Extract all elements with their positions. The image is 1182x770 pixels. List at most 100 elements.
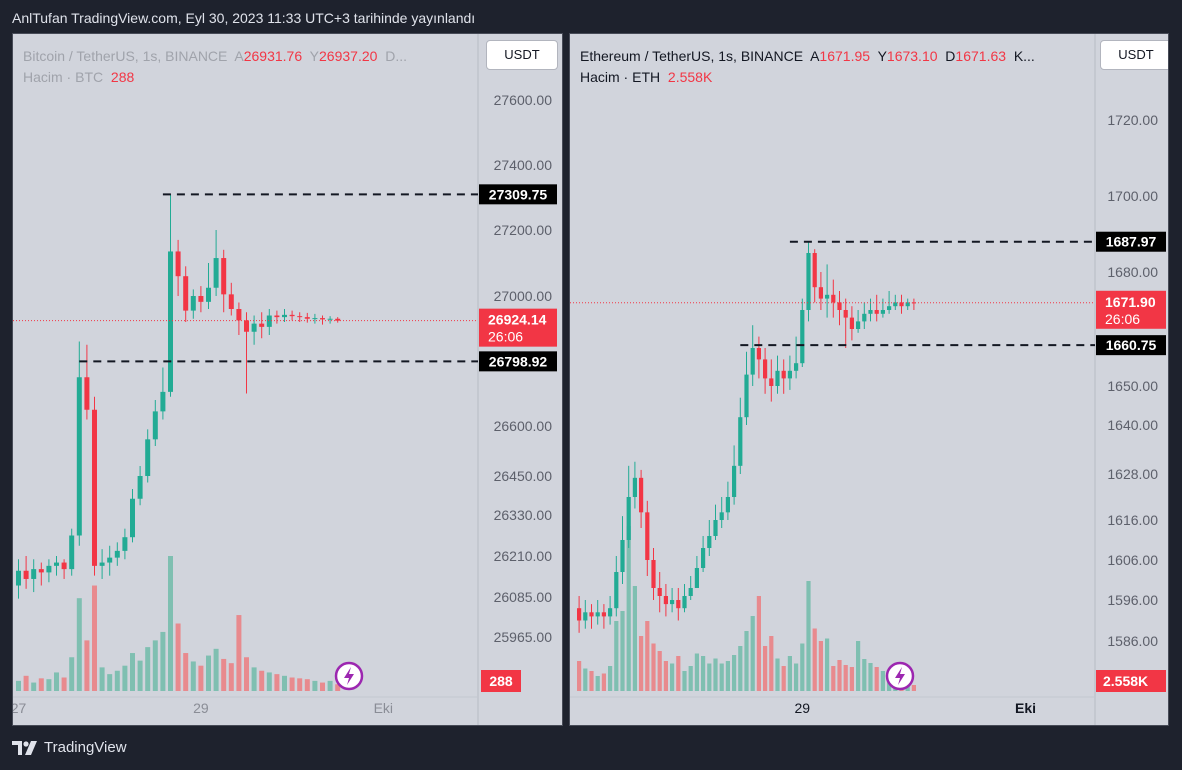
candle-body xyxy=(701,548,706,568)
volume-bar xyxy=(713,658,718,691)
bitcoin-legend: Bitcoin / TetherUS, 1s, BINANCE A26931.7… xyxy=(23,46,407,88)
candle-body xyxy=(719,512,724,520)
volume-bar xyxy=(312,680,318,691)
price-tick-label: 27600.00 xyxy=(494,92,553,108)
price-tick-label: 1650.00 xyxy=(1107,378,1158,394)
volume-bar xyxy=(327,680,333,691)
candle-body xyxy=(69,535,75,570)
volume-bar xyxy=(76,598,82,691)
candle-body xyxy=(160,391,166,412)
volume-bar xyxy=(837,660,842,691)
ethereum-chart-panel[interactable]: 1720.00 1700.00 1680.00 1650.00 1640.00 1628.… xyxy=(569,33,1169,726)
ethereum-chart-svg[interactable]: 1720.00 1700.00 1680.00 1650.00 1640.00 1628.… xyxy=(570,34,1169,726)
volume-bar xyxy=(92,585,97,691)
candle-body xyxy=(213,258,219,288)
volume-bar xyxy=(282,675,287,691)
brand-name: TradingView xyxy=(44,739,127,756)
volume-badge-label: 2.558K xyxy=(1103,673,1148,689)
tradingview-logo-icon xyxy=(12,740,37,755)
volume-bar xyxy=(843,665,848,691)
candle-body xyxy=(38,569,44,573)
volume-bar xyxy=(23,675,29,691)
volume-bar xyxy=(694,653,699,691)
candle-body xyxy=(670,600,675,605)
candle-body xyxy=(856,321,861,329)
volume-bar xyxy=(862,659,867,691)
volume-bar xyxy=(676,656,681,691)
level-label: 26798.92 xyxy=(489,353,548,369)
candle-body xyxy=(787,370,792,379)
volume-bar xyxy=(160,631,166,691)
candle-body xyxy=(145,439,151,476)
candle-body xyxy=(99,562,105,566)
candle-body xyxy=(911,302,916,304)
high-value: 26937.20 xyxy=(319,48,378,64)
volume-bar xyxy=(251,667,257,691)
candle-body xyxy=(137,476,143,499)
volume-bar xyxy=(16,680,21,691)
volume-bar xyxy=(682,671,687,691)
volume-bar xyxy=(198,665,204,691)
volume-bar xyxy=(701,656,706,691)
volume-bar xyxy=(137,660,143,691)
candle-body xyxy=(763,359,768,379)
volume-bar xyxy=(868,663,873,691)
candle-body xyxy=(92,409,97,566)
candle-body xyxy=(259,323,265,327)
volume-bar xyxy=(69,657,75,691)
volume-bar xyxy=(825,638,830,691)
volume-bar xyxy=(608,666,613,691)
volume-bar xyxy=(46,679,52,691)
volume-bar xyxy=(818,641,823,691)
volume-bar xyxy=(639,636,644,691)
time-tick-label: Eki xyxy=(374,700,393,716)
candle-body xyxy=(707,536,712,548)
bitcoin-chart-svg[interactable]: 27600.00 27400.00 27200.00 27000.00 26600.00… xyxy=(13,34,563,726)
currency-button[interactable]: USDT xyxy=(1100,40,1168,70)
tradingview-brand[interactable]: TradingView xyxy=(12,739,127,756)
volume-bar xyxy=(794,663,799,691)
price-tick-label: 1596.00 xyxy=(1107,592,1158,608)
candle-body xyxy=(849,317,854,329)
open-key: A xyxy=(810,48,820,64)
bitcoin-chart-panel[interactable]: 27600.00 27400.00 27200.00 27000.00 26600.00… xyxy=(12,33,563,726)
volume-bar xyxy=(38,678,44,691)
candle-body xyxy=(626,497,631,540)
last-price-badge xyxy=(1096,290,1166,329)
volume-bar xyxy=(297,678,303,691)
candle-body xyxy=(608,608,613,617)
candle-body xyxy=(601,612,606,617)
volume-bar xyxy=(259,670,265,691)
candle-body xyxy=(76,377,82,536)
candle-body xyxy=(825,294,830,299)
candle-body xyxy=(880,310,885,314)
volume-bar xyxy=(738,646,743,691)
volume-bar xyxy=(601,673,606,691)
time-tick-label: 29 xyxy=(795,700,811,716)
volume-bar xyxy=(651,643,656,691)
volume-value: 2.558K xyxy=(667,69,713,85)
volume-bar xyxy=(54,672,59,691)
candle-body xyxy=(190,296,196,311)
candle-body xyxy=(694,568,699,588)
volume-bar xyxy=(787,656,792,691)
candle-body xyxy=(738,417,743,466)
level-label: 1687.97 xyxy=(1106,234,1157,250)
volume-bar xyxy=(620,611,625,691)
candle-body xyxy=(206,287,211,302)
last-price-label: 1671.90 xyxy=(1105,294,1156,310)
candle-body xyxy=(614,572,619,609)
price-tick-label: 26330.00 xyxy=(494,507,553,523)
price-tick-label: 27000.00 xyxy=(494,288,553,304)
volume-bar xyxy=(645,621,650,691)
candle-body xyxy=(818,287,823,299)
open-value: 26931.76 xyxy=(243,48,303,64)
volume-bar xyxy=(775,658,780,691)
candle-body xyxy=(274,315,280,318)
legend-tail: D... xyxy=(385,48,407,64)
price-tick-label: 25965.00 xyxy=(494,629,553,645)
currency-button[interactable]: USDT xyxy=(486,40,558,70)
volume-bar xyxy=(335,684,341,691)
countdown-label: 26:06 xyxy=(488,329,523,345)
candle-body xyxy=(843,310,848,318)
